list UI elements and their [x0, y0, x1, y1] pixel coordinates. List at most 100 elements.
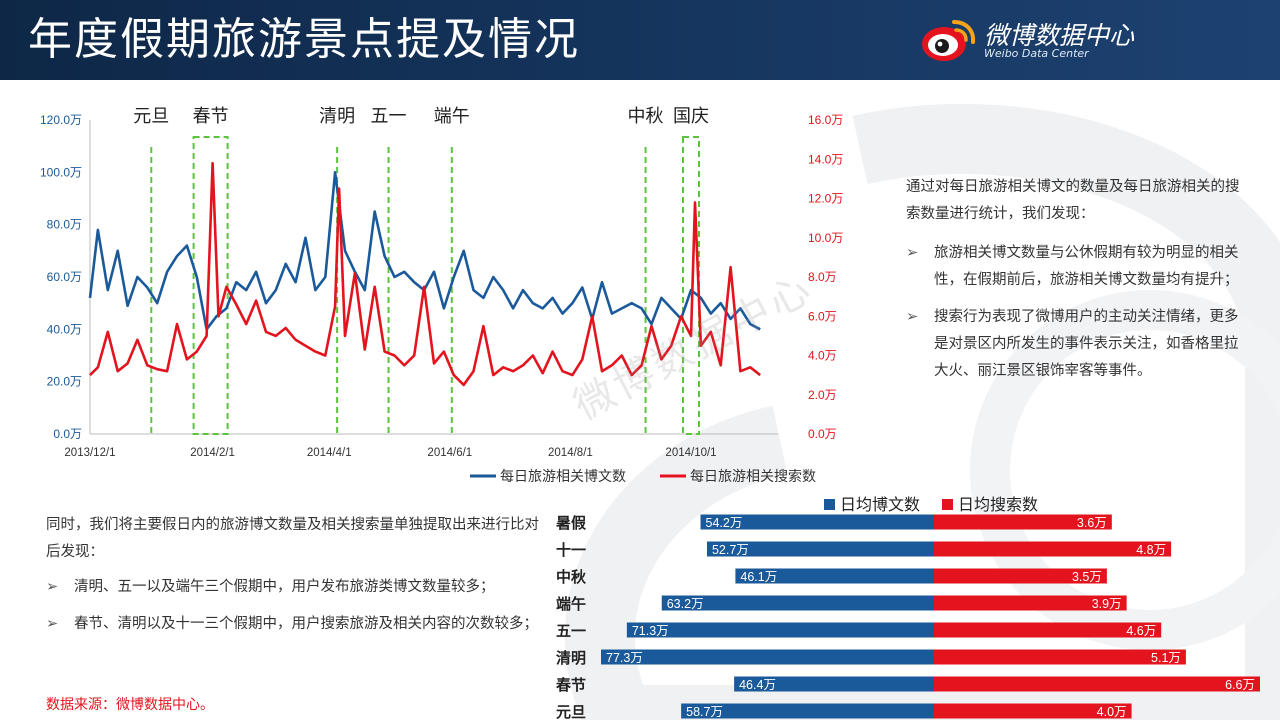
search-value-label: 5.1万 [1151, 651, 1181, 665]
posts-bar [735, 568, 934, 584]
posts-value-label: 63.2万 [667, 597, 704, 611]
legend-label: 每日旅游相关搜索数 [690, 468, 816, 485]
search-bar [934, 622, 1162, 638]
x-axis-tick-label: 2014/6/1 [427, 447, 472, 459]
holiday-label: 元旦 [133, 106, 169, 127]
search-bar [934, 595, 1127, 611]
findings-intro: 通过对每日旅游相关博文的数量及每日旅游相关的搜索数量进行统计，我们发现： [906, 179, 1240, 222]
holiday-label: 端午 [434, 106, 470, 127]
x-axis-tick-label: 2014/10/1 [665, 447, 716, 459]
right-axis-tick-label: 14.0万 [808, 152, 843, 166]
holiday-box-marker [192, 136, 229, 435]
category-label: 端午 [556, 595, 586, 613]
posts-value-label: 46.1万 [740, 570, 777, 584]
x-axis-tick-label: 2013/12/1 [64, 447, 115, 459]
category-label: 元旦 [556, 703, 586, 720]
right-axis-tick-label: 16.0万 [808, 113, 843, 127]
posts-value-label: 71.3万 [632, 624, 669, 638]
findings-bullet-text: 搜索行为表现了微博用户的主动关注情绪，更多是对景区内所发生的事件表示关注，如香格… [934, 309, 1239, 379]
arrow-bullet-icon: ➢ [46, 579, 59, 595]
posts-bar [626, 622, 934, 638]
category-label: 清明 [556, 649, 586, 667]
comparison-intro: 同时，我们将主要假日内的旅游博文数量及相关搜索量单独提取出来进行比对后发现： [46, 517, 539, 560]
findings-bullet: ➢ 旅游相关博文数量与公休假期有较为明显的相关性，在假期前后，旅游相关博文数量均… [906, 240, 1251, 294]
posts-bar [661, 595, 934, 611]
posts-value-label: 54.2万 [706, 516, 743, 530]
posts-value-label: 46.4万 [739, 678, 776, 692]
search-value-label: 3.9万 [1092, 597, 1122, 611]
x-axis-tick-label: 2014/8/1 [548, 447, 593, 459]
comparison-bullet: ➢ 春节、清明以及十一三个假期中，用户搜索旅游及相关内容的次数较多； [46, 611, 546, 638]
posts-bar [601, 649, 934, 665]
arrow-bullet-icon: ➢ [906, 309, 919, 325]
data-source: 数据来源：微博数据中心。 [46, 697, 214, 713]
search-bar [934, 514, 1112, 530]
left-axis-tick-label: 0.0万 [53, 427, 82, 441]
right-axis-tick-label: 4.0万 [808, 349, 837, 363]
comparison-panel: 同时，我们将主要假日内的旅游博文数量及相关搜索量单独提取出来进行比对后发现： ➢… [46, 512, 546, 648]
x-axis-tick-label: 2014/4/1 [307, 447, 352, 459]
logo-text: 微博数据中心 [984, 21, 1135, 50]
holiday-label: 春节 [193, 106, 229, 127]
holiday-box-marker [682, 136, 701, 435]
search-value-label: 6.6万 [1225, 678, 1255, 692]
category-label: 中秋 [556, 568, 587, 586]
posts-bar [706, 541, 934, 557]
right-axis-tick-label: 2.0万 [808, 388, 837, 402]
right-axis-tick-label: 6.0万 [808, 309, 837, 323]
category-label: 十一 [556, 541, 586, 559]
arrow-bullet-icon: ➢ [906, 245, 919, 261]
posts-value-label: 58.7万 [686, 705, 723, 719]
search-bar [934, 649, 1186, 665]
search-bar [934, 541, 1172, 557]
left-axis-tick-label: 120.0万 [40, 113, 82, 127]
x-axis-tick-label: 2014/2/1 [190, 447, 235, 459]
holiday-label: 五一 [371, 106, 407, 127]
page-title: 年度假期旅游景点提及情况 [28, 14, 580, 65]
search-series-line [89, 161, 762, 387]
comparison-bullet-text: 清明、五一以及端午三个假期中，用户发布旅游类博文数量较多； [74, 579, 495, 595]
comparison-bullet-text: 春节、清明以及十一三个假期中，用户搜索旅游及相关内容的次数较多； [74, 616, 538, 632]
posts-series-line [88, 171, 761, 331]
left-axis-tick-label: 20.0万 [47, 375, 82, 389]
posts-bar [700, 514, 934, 530]
logo-subtitle: Weibo Data Center [984, 47, 1089, 60]
posts-value-label: 52.7万 [712, 543, 749, 557]
search-bar [934, 676, 1260, 692]
legend-label: 每日旅游相关博文数 [500, 468, 626, 485]
left-axis-tick-label: 60.0万 [47, 270, 82, 284]
weibo-eye-icon [922, 20, 976, 61]
legend-label: 日均博文数 [840, 495, 920, 514]
posts-bar [734, 676, 934, 692]
weibo-logo: 微博数据中心 Weibo Data Center [918, 14, 1218, 66]
findings-bullet-text: 旅游相关博文数量与公休假期有较为明显的相关性，在假期前后，旅游相关博文数量均有提… [934, 245, 1239, 288]
legend-swatch [942, 499, 953, 510]
arrow-bullet-icon: ➢ [46, 616, 59, 632]
findings-panel: 通过对每日旅游相关博文的数量及每日旅游相关的搜索数量进行统计，我们发现： ➢ 旅… [906, 174, 1251, 395]
right-axis-tick-label: 8.0万 [808, 270, 837, 284]
left-axis-tick-label: 80.0万 [47, 218, 82, 232]
right-axis-tick-label: 12.0万 [808, 192, 843, 206]
search-value-label: 4.8万 [1136, 543, 1166, 557]
posts-bar [681, 703, 934, 719]
posts-value-label: 77.3万 [606, 651, 643, 665]
category-label: 春节 [556, 676, 586, 694]
findings-bullet: ➢ 搜索行为表现了微博用户的主动关注情绪，更多是对景区内所发生的事件表示关注，如… [906, 304, 1251, 385]
left-axis-tick-label: 100.0万 [40, 165, 82, 179]
search-value-label: 3.6万 [1077, 516, 1107, 530]
category-label: 暑假 [556, 514, 587, 532]
search-bar [934, 703, 1132, 719]
search-value-label: 4.0万 [1097, 705, 1127, 719]
search-bar [934, 568, 1107, 584]
category-label: 五一 [556, 622, 586, 640]
daily-travel-line-chart: 0.0万 20.0万 40.0万 60.0万 80.0万 100.0万 120.0万 0.0万… [40, 106, 843, 485]
legend-swatch [824, 499, 835, 510]
holiday-label: 国庆 [673, 106, 709, 127]
legend-label: 日均搜索数 [958, 495, 1038, 514]
right-axis-tick-label: 0.0万 [808, 427, 837, 441]
holiday-label: 清明 [319, 106, 355, 127]
right-axis-tick-label: 10.0万 [808, 231, 843, 245]
holiday-label: 中秋 [628, 106, 664, 127]
search-value-label: 3.5万 [1072, 570, 1102, 584]
